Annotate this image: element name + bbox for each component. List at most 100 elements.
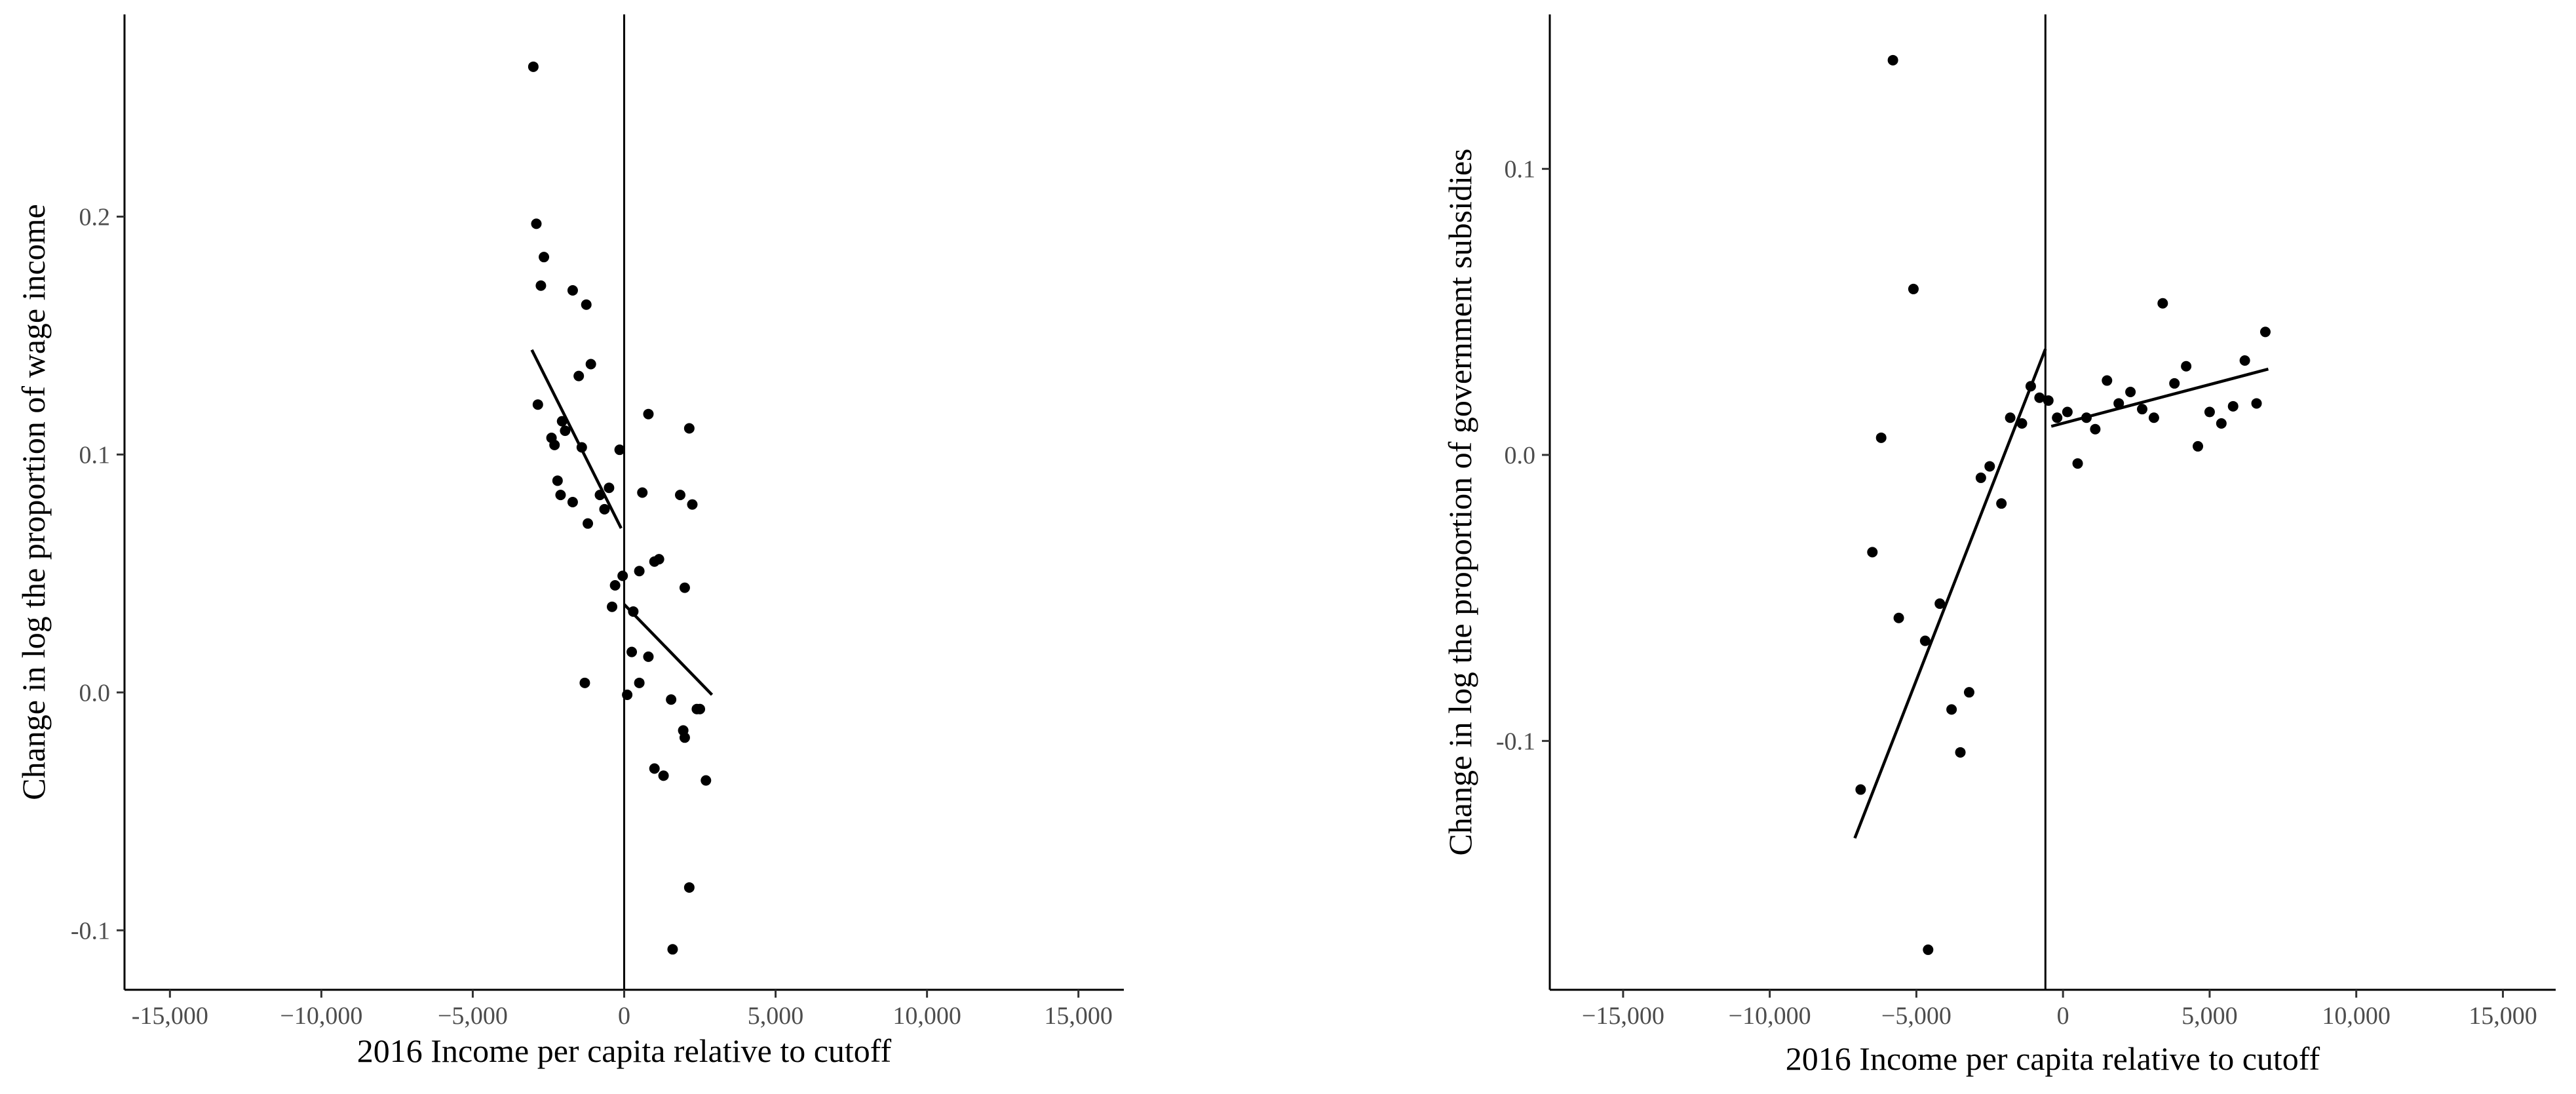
right-panel-government-subsidies: −15,000 −10,000 −5,000 0 5,000 10,000 15,000 -0… (1442, 14, 2556, 1077)
data-point (1867, 547, 1878, 558)
data-point (549, 439, 560, 450)
data-point (2016, 418, 2028, 429)
data-point (658, 770, 669, 781)
data-point (2204, 406, 2215, 418)
data-point (1996, 498, 2007, 509)
data-point (634, 677, 645, 688)
data-point (573, 370, 585, 381)
data-point (679, 582, 690, 593)
data-point (2090, 423, 2101, 435)
data-point (567, 497, 578, 507)
data-point (2239, 355, 2250, 366)
data-point (583, 518, 594, 529)
x-tick-label: −5,000 (1881, 1002, 1951, 1030)
left-panel-wage-income: -15,000 −10,000 −5,000 0 5,000 10,000 15,000 -0… (15, 14, 1124, 1069)
data-point (555, 490, 566, 501)
data-point (567, 284, 578, 296)
data-point (2113, 398, 2124, 409)
data-point (2102, 375, 2113, 386)
x-tick-label: 0 (618, 1002, 630, 1030)
data-point (1975, 472, 1986, 483)
y-tick-label: 0.2 (79, 203, 111, 231)
fit-line (1853, 348, 2047, 839)
y-tick-label: 0.0 (1505, 442, 1536, 469)
data-point (609, 580, 621, 591)
x-tick-label: -15,000 (132, 1002, 208, 1030)
data-point (617, 570, 628, 581)
y-axis-title: Change in log the proportion of governme… (1442, 148, 1478, 855)
data-point (2081, 412, 2092, 423)
data-point (579, 677, 590, 688)
data-point (1923, 944, 1934, 955)
x-tick-label: −15,000 (1582, 1002, 1664, 1030)
data-point (1963, 687, 1974, 698)
data-point (687, 499, 698, 510)
data-point (667, 944, 678, 955)
x-axis-title: 2016 Income per capita relative to cutof… (357, 1032, 892, 1069)
data-point (701, 775, 712, 786)
y-axis-title: Change in log the proportion of wage inc… (15, 204, 52, 800)
data-point (1984, 461, 1995, 472)
y-tick-label: 0.0 (79, 679, 111, 707)
x-tick-label: −10,000 (1729, 1002, 1811, 1030)
data-point (643, 651, 654, 662)
data-point (1946, 704, 1957, 715)
data-point (666, 694, 677, 705)
data-point (683, 423, 695, 434)
data-point (2216, 418, 2227, 429)
data-point (1919, 635, 1931, 646)
data-point (581, 299, 592, 310)
data-point (594, 490, 606, 501)
data-point (674, 490, 685, 501)
data-point (552, 475, 563, 486)
data-point (2005, 412, 2016, 423)
data-point (560, 425, 571, 437)
data-point (2034, 392, 2045, 403)
data-point (556, 416, 567, 427)
data-point (532, 399, 543, 410)
data-point (539, 252, 550, 263)
x-tick-label: 15,000 (2469, 1002, 2537, 1030)
x-tick-label: 5,000 (2182, 1002, 2238, 1030)
data-point (585, 359, 596, 370)
fit-line (623, 603, 714, 696)
x-tick-label: −5,000 (438, 1002, 508, 1030)
data-point (599, 503, 610, 515)
data-point (679, 732, 690, 743)
data-point (576, 442, 587, 453)
data-point (607, 601, 618, 612)
data-point (626, 646, 638, 657)
x-tick-label: 0 (2057, 1002, 2069, 1030)
data-point (2251, 398, 2262, 409)
data-point (2062, 406, 2073, 418)
data-point (2043, 395, 2054, 406)
y-tick-label: 0.1 (1505, 156, 1536, 184)
data-point (1887, 54, 1898, 66)
data-point (2148, 412, 2159, 423)
data-point (2157, 298, 2168, 309)
y-tick-label: -0.1 (71, 917, 110, 945)
data-point (2193, 440, 2204, 452)
data-point (2259, 326, 2271, 338)
x-tick-label: 10,000 (893, 1002, 961, 1030)
data-point (2025, 381, 2036, 392)
x-tick-label: −10,000 (280, 1002, 362, 1030)
data-point (649, 556, 660, 567)
data-point (2181, 361, 2192, 372)
data-point (691, 703, 702, 714)
data-point (604, 482, 615, 494)
data-point (1955, 747, 1966, 758)
fit-line (530, 349, 623, 529)
x-tick-label: 5,000 (748, 1002, 804, 1030)
data-point (1893, 612, 1904, 623)
data-point (531, 218, 542, 229)
x-tick-label: 10,000 (2322, 1002, 2391, 1030)
data-point (2169, 378, 2180, 389)
data-point (637, 487, 648, 498)
data-point (649, 763, 660, 774)
data-point (614, 444, 625, 456)
y-tick-label: -0.1 (1496, 728, 1535, 755)
y-tick-label: 0.1 (79, 441, 111, 469)
data-point (2227, 400, 2239, 412)
